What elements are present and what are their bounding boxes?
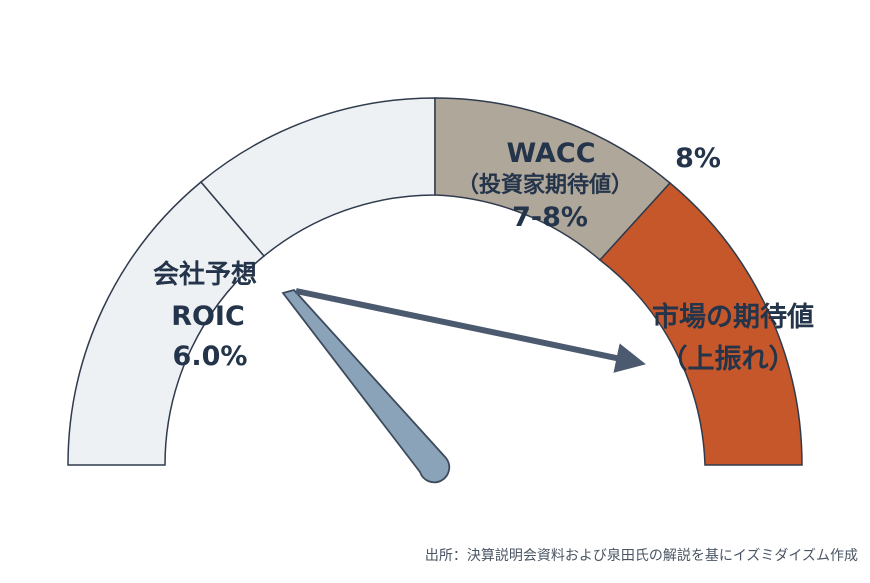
threshold-label: 8% (675, 143, 721, 174)
wacc-label-line-2: （投資家期待値） (457, 172, 633, 198)
roic-label-line-1: 会社予想 (153, 259, 257, 290)
market-label-line-2: （上振れ） (661, 344, 796, 375)
zone-market (598, 181, 803, 466)
source-note: 出所：決算説明会資料および泉田氏の解説を基にイズミダイズム作成 (425, 547, 858, 564)
wacc-label: WACC （投資家期待値） 7-8% (457, 138, 633, 233)
roic-label-line-2: ROIC (171, 301, 245, 332)
gauge-zones (67, 97, 803, 466)
wacc-label-line-1: WACC (506, 138, 595, 169)
market-label: 市場の期待値 （上振れ） (652, 301, 814, 375)
gauge-needle (281, 288, 451, 484)
expectation-arrow (295, 288, 646, 373)
wacc-label-line-3: 7-8% (512, 202, 588, 233)
roic-label: 会社予想 ROIC 6.0% (153, 259, 257, 372)
roic-label-line-3: 6.0% (173, 341, 248, 372)
market-label-line-1: 市場の期待値 (652, 301, 814, 333)
